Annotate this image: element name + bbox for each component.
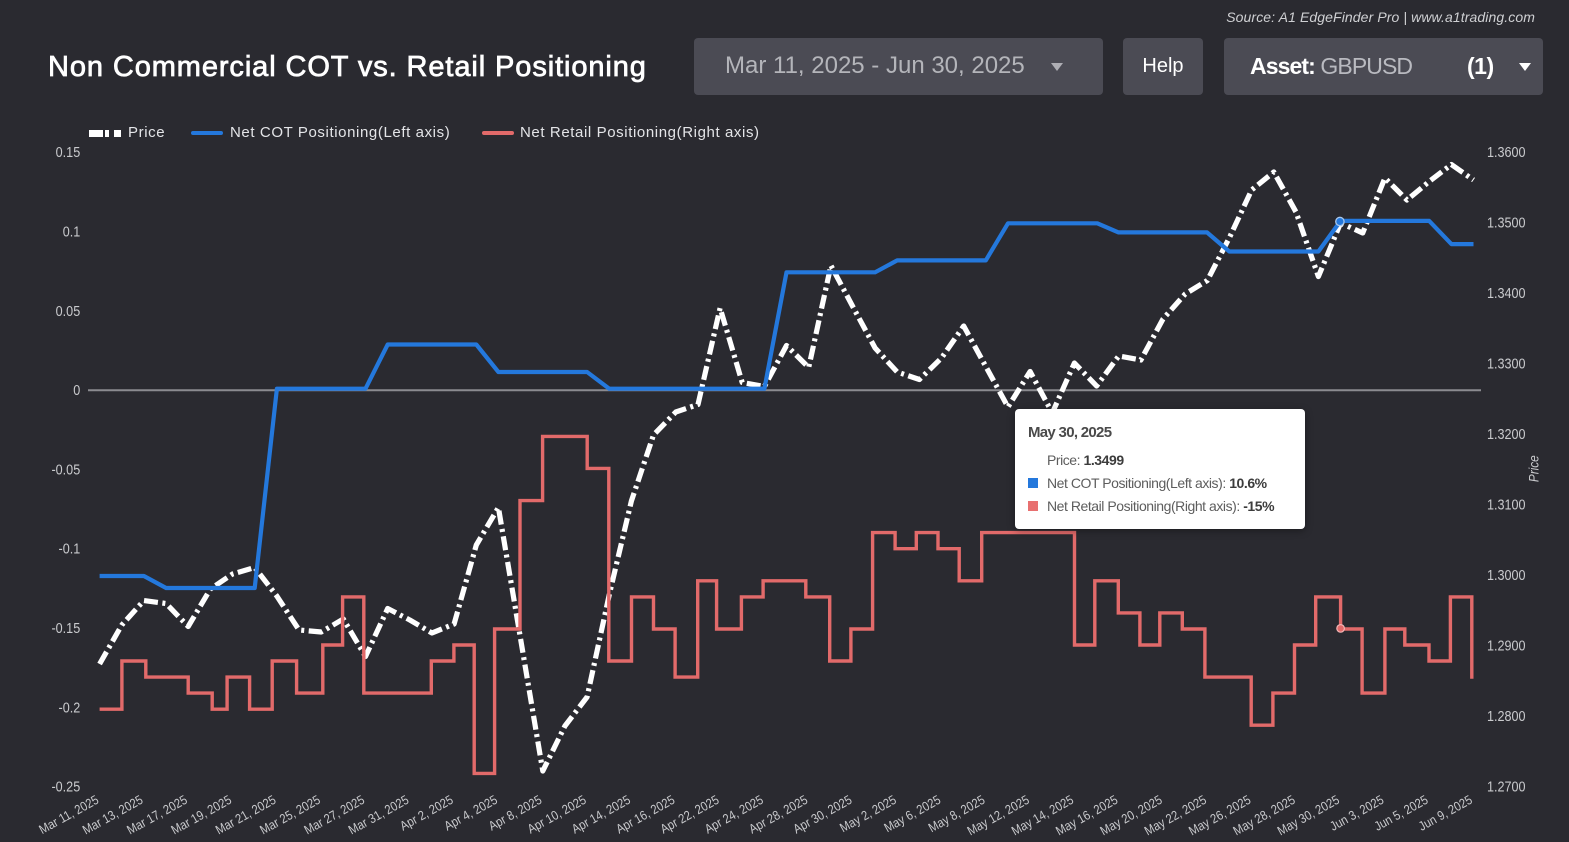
svg-text:1.2900: 1.2900 (1487, 637, 1526, 654)
svg-text:1.3500: 1.3500 (1487, 214, 1526, 231)
svg-text:-0.1: -0.1 (58, 540, 80, 557)
svg-text:1.3600: 1.3600 (1487, 143, 1526, 160)
svg-text:Price: Price (1526, 455, 1542, 482)
svg-text:-0.2: -0.2 (58, 698, 80, 715)
svg-text:0: 0 (73, 381, 80, 398)
svg-text:0.1: 0.1 (63, 222, 81, 239)
svg-text:1.3300: 1.3300 (1487, 355, 1526, 372)
svg-text:-0.05: -0.05 (51, 460, 80, 477)
svg-text:0.05: 0.05 (56, 302, 81, 319)
svg-text:-0.25: -0.25 (51, 778, 80, 795)
svg-text:1.3100: 1.3100 (1487, 496, 1526, 513)
svg-text:1.2700: 1.2700 (1487, 778, 1526, 795)
svg-text:1.3200: 1.3200 (1487, 425, 1526, 442)
svg-text:0.15: 0.15 (56, 143, 81, 160)
svg-text:1.3000: 1.3000 (1487, 566, 1526, 583)
svg-text:1.2800: 1.2800 (1487, 707, 1526, 724)
svg-text:1.3400: 1.3400 (1487, 284, 1526, 301)
svg-text:-0.15: -0.15 (51, 619, 80, 636)
